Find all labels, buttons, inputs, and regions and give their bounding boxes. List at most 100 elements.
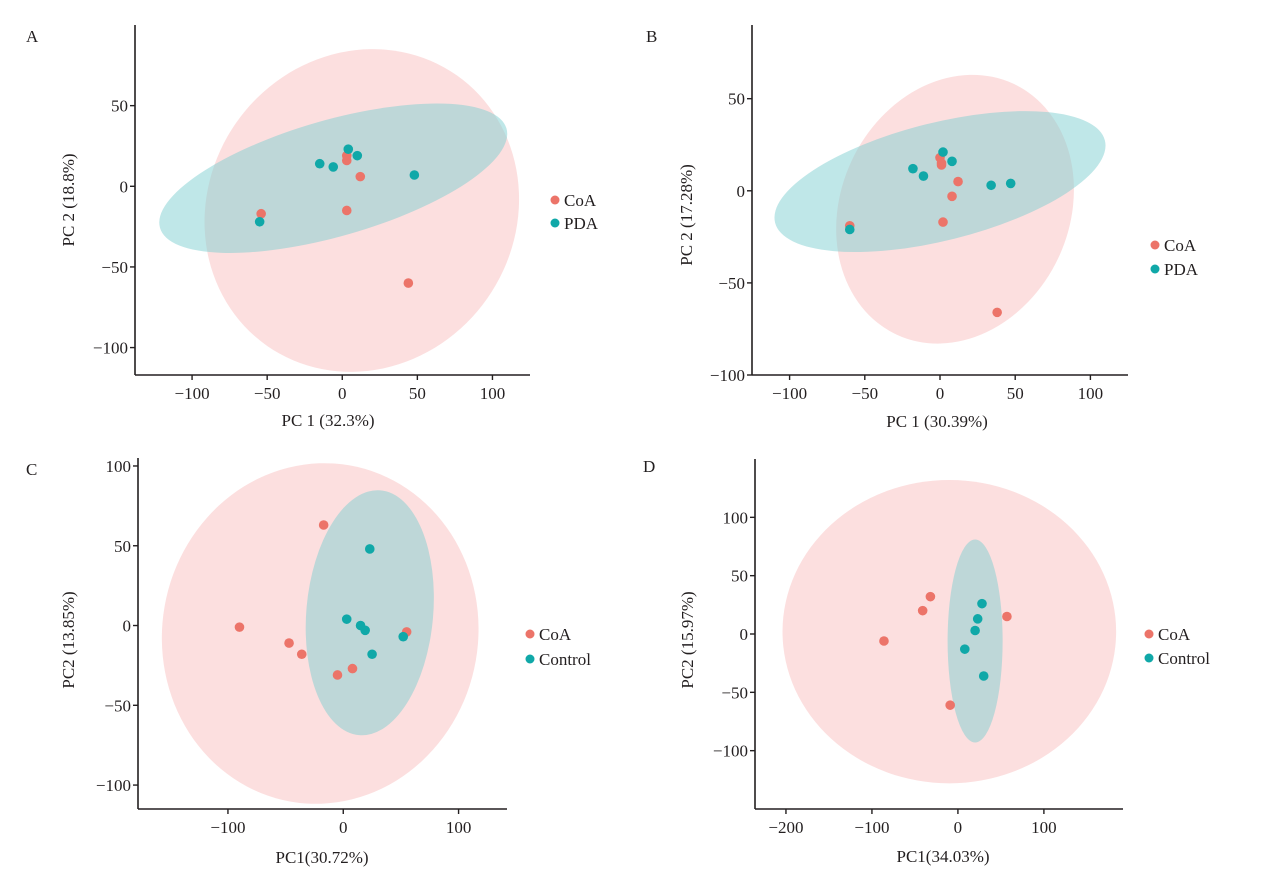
y-axis-title: PC 2 (18.8%) [59,153,78,246]
data-point-coa [1002,611,1012,622]
legend-label-coa: CoA [1164,236,1197,255]
y-tick-label: −100 [93,339,128,358]
x-tick-label: −50 [852,384,879,403]
x-tick-label: 50 [409,384,426,403]
panel-c: C −100 0 100 100 50 0 −50 −100 PC1(30.72%) PC2 … [26,457,591,867]
axes: −200 −100 0 100 100 50 0 −50 −100 [713,459,1123,837]
data-point-coa [945,700,955,710]
axes: −100 −50 0 50 100 50 0 −50 −100 [93,25,530,403]
data-point-coa [992,307,1002,318]
data-point-coa [234,622,245,632]
panel-a: A −100 −50 0 50 100 50 0 −50 −100 PC 1 (32.3%) P… [26,25,599,430]
legend-label-pda: PDA [1164,260,1199,279]
data-point-coa [256,208,266,219]
y-tick-label: 100 [723,508,749,527]
legend-marker-control [525,654,535,664]
panel-label: A [26,27,39,46]
data-point-coa [318,520,329,530]
legend-marker-control [1144,653,1154,663]
y-axis-title: PC2 (15.97%) [678,591,697,688]
x-tick-label: 0 [954,818,963,837]
y-tick-label: 0 [120,177,129,196]
ellipses [774,74,1106,344]
data-point-control [364,544,375,554]
legend-label-coa: CoA [1158,625,1191,644]
panel-label: B [646,27,657,46]
data-point-control [398,631,409,642]
y-tick-label: 50 [114,537,131,556]
x-axis-title: PC 1 (30.39%) [886,412,988,431]
data-point-pda [409,170,420,180]
data-point-pda [254,216,265,227]
points [234,520,412,680]
legend-marker-pda [1150,264,1160,274]
legend-marker-coa [1144,629,1154,639]
data-point-pda [328,162,339,172]
x-tick-label: −50 [254,384,281,403]
data-point-control [341,614,352,624]
confidence-ellipse-control [947,539,1003,743]
legend: CoA PDA [550,191,599,233]
legend-label-control: Control [1158,649,1210,668]
y-tick-label: 50 [731,567,748,586]
ellipses [161,463,479,804]
x-axis-title: PC1(30.72%) [275,848,368,867]
x-axis-title: PC 1 (32.3%) [281,411,374,430]
data-point-coa [347,663,358,674]
data-point-coa [403,278,414,288]
y-tick-label: −100 [713,742,748,761]
x-tick-label: 50 [1007,384,1024,403]
y-tick-label: 0 [740,625,749,644]
x-tick-label: −100 [772,384,807,403]
legend: CoA PDA [1150,236,1199,279]
data-point-coa [879,636,889,646]
ellipses [782,480,1117,784]
data-point-pda [844,224,855,235]
y-tick-label: −50 [104,696,131,715]
y-tick-label: −50 [721,683,748,702]
data-point-control [959,644,970,654]
data-point-coa [925,591,936,602]
legend-marker-coa [550,195,560,205]
y-tick-label: −50 [718,274,745,293]
y-axis-title: PC2 (13.85%) [59,591,78,688]
points [879,591,1012,710]
x-tick-label: 100 [1031,818,1057,837]
data-point-pda [986,180,996,191]
data-point-pda [314,158,325,169]
axes: −100 0 100 100 50 0 −50 −100 [96,457,507,837]
y-tick-label: 50 [111,97,128,116]
y-tick-label: 100 [106,457,132,476]
data-point-pda [918,171,929,181]
data-point-coa [284,638,294,648]
legend: CoA Control [1144,625,1210,668]
legend-marker-coa [525,629,535,639]
y-tick-label: −50 [101,258,128,277]
data-point-control [360,625,370,636]
x-tick-label: 0 [338,384,347,403]
data-point-control [977,598,987,609]
data-point-coa [296,649,307,660]
y-tick-label: 0 [737,182,746,201]
panel-label: D [643,457,655,476]
legend-label-coa: CoA [539,625,572,644]
y-tick-label: −100 [96,776,131,795]
data-point-coa [947,191,957,202]
data-point-coa [917,605,928,616]
legend-marker-pda [550,218,560,228]
legend-label-coa: CoA [564,191,597,210]
x-tick-label: 100 [1078,384,1104,403]
x-tick-label: 100 [446,818,472,837]
x-tick-label: −200 [768,818,803,837]
y-axis-title: PC 2 (17.28%) [677,164,696,266]
x-tick-label: 0 [339,818,348,837]
confidence-ellipse-pda [159,103,508,253]
y-tick-label: 50 [728,90,745,109]
data-point-pda [947,156,957,167]
data-point-coa [936,160,947,170]
legend-marker-coa [1150,240,1160,250]
x-tick-label: −100 [210,818,245,837]
legend-label-control: Control [539,650,591,669]
